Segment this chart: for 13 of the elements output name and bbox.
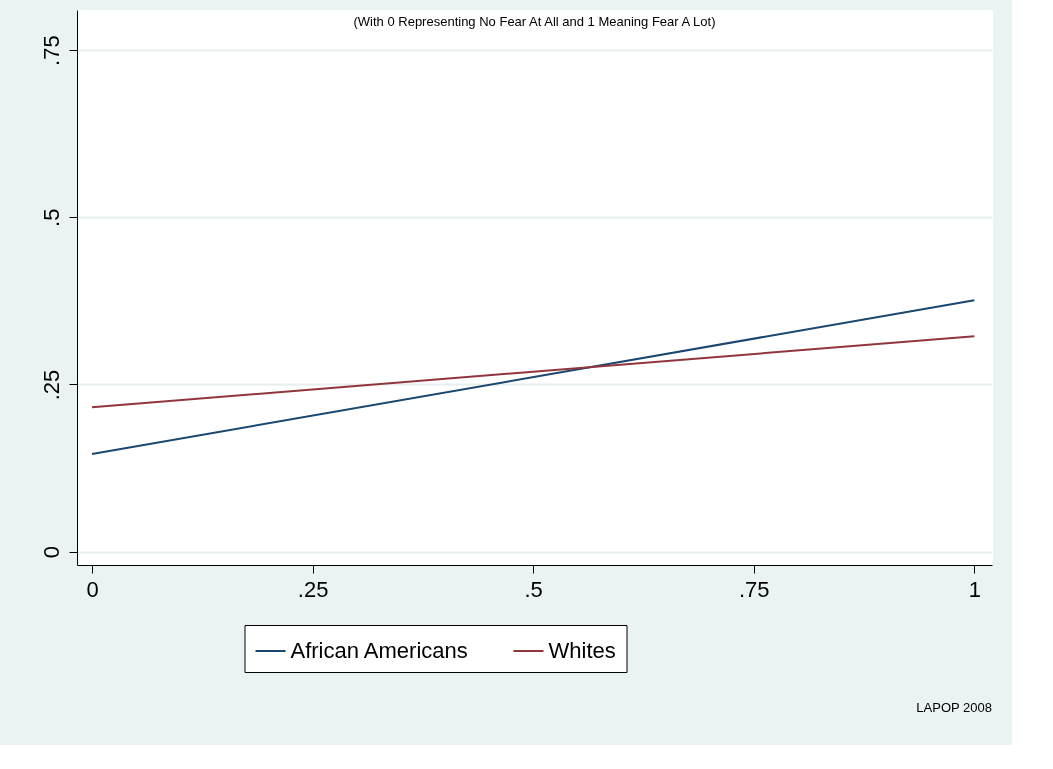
x-tick-label: .5 xyxy=(524,576,543,602)
text: LAPOP 2008 xyxy=(916,700,992,715)
y-tick-label: 0 xyxy=(38,546,64,559)
y-tick-label: .75 xyxy=(38,35,64,66)
x-tick-label: 1 xyxy=(968,576,981,602)
legend-label: African Americans xyxy=(290,638,468,663)
x-tick-label: .25 xyxy=(297,576,329,602)
y-tick-label: .25 xyxy=(38,369,64,401)
legend-label: Whites xyxy=(548,638,616,663)
y-tick-label: .5 xyxy=(38,208,64,227)
x-tick-label: .75 xyxy=(738,576,770,602)
x-tick-label: 0 xyxy=(86,576,99,602)
chart-subtitle: (With 0 Representing No Fear At All and 1 Meaning Fear A Lot) xyxy=(353,14,716,29)
